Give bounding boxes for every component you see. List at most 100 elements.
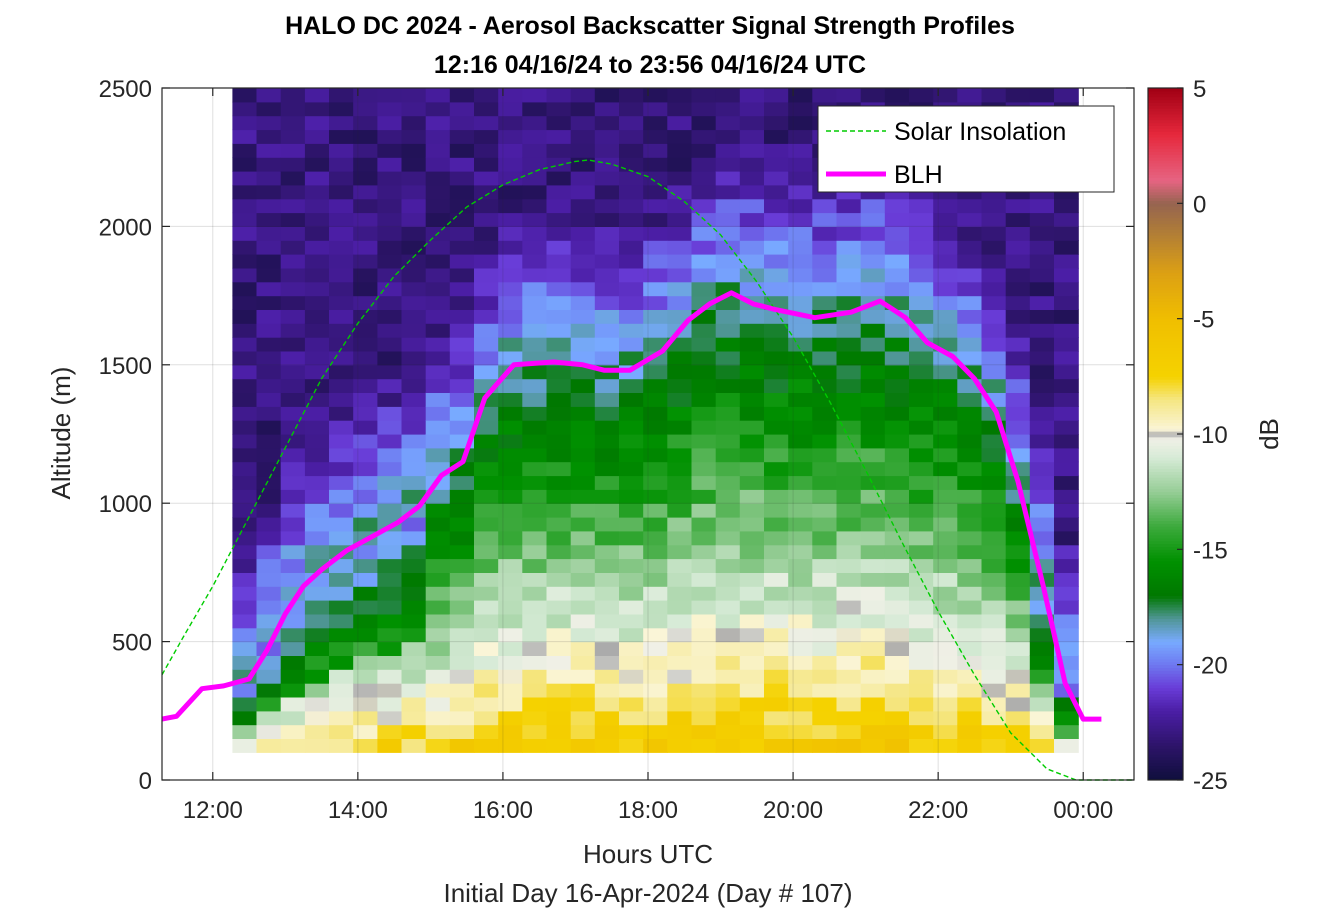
heatmap-cell — [739, 281, 765, 297]
colorbar-segment — [1148, 707, 1183, 712]
heatmap-cell — [860, 600, 886, 615]
heatmap-cell — [1054, 323, 1079, 338]
heatmap-cell — [957, 503, 983, 518]
heatmap-cell — [788, 710, 813, 726]
heatmap-cell — [232, 461, 258, 477]
heatmap-cell — [1029, 198, 1055, 214]
heatmap-cell — [836, 669, 862, 684]
heatmap-cell — [812, 420, 838, 435]
heatmap-cell — [739, 724, 765, 739]
heatmap-cell — [522, 613, 548, 629]
heatmap-cell — [860, 447, 886, 463]
colorbar-segment — [1148, 284, 1183, 288]
heatmap-cell — [401, 586, 427, 601]
colorbar-segment — [1148, 203, 1183, 207]
heatmap-cell — [256, 724, 282, 739]
heatmap-cell — [570, 710, 596, 726]
heatmap-cell — [812, 378, 838, 393]
backscatter-heatmap — [232, 88, 1079, 753]
heatmap-cell — [377, 226, 403, 241]
heatmap-cell — [353, 378, 378, 393]
heatmap-cell — [280, 309, 306, 324]
colorbar-segment — [1148, 275, 1183, 279]
heatmap-cell — [594, 240, 620, 255]
heatmap-cell — [546, 143, 572, 158]
colorbar-segment — [1148, 197, 1183, 201]
colorbar-segment — [1148, 361, 1183, 366]
colorbar-segment — [1148, 756, 1183, 761]
heatmap-cell — [401, 572, 427, 587]
colorbar-segment — [1148, 88, 1183, 92]
heatmap-cell — [570, 254, 596, 269]
colorbar-segment — [1148, 266, 1183, 271]
heatmap-cell — [643, 738, 668, 753]
colorbar-segment — [1148, 180, 1183, 184]
heatmap-cell — [594, 295, 620, 310]
heatmap-cell — [425, 683, 451, 698]
heatmap-cell — [594, 544, 620, 560]
heatmap-cell — [836, 655, 862, 670]
heatmap-cell — [957, 655, 983, 670]
heatmap-cell — [884, 420, 910, 435]
colorbar-segment — [1148, 131, 1183, 135]
heatmap-cell — [619, 295, 644, 310]
heatmap-cell — [788, 420, 813, 435]
heatmap-cell — [739, 171, 765, 186]
x-axis-label: Hours UTC — [583, 839, 713, 869]
heatmap-cell — [643, 143, 668, 158]
heatmap-cell — [401, 738, 427, 753]
heatmap-cell — [546, 115, 572, 131]
heatmap-cell — [570, 281, 596, 297]
heatmap-cell — [498, 461, 523, 477]
heatmap-cell — [715, 489, 741, 504]
heatmap-cell — [353, 613, 378, 629]
heatmap-cell — [1029, 240, 1055, 255]
heatmap-cell — [619, 309, 644, 324]
heatmap-cell — [377, 461, 403, 477]
heatmap-cell — [764, 143, 789, 158]
heatmap-cell — [619, 378, 644, 393]
heatmap-cell — [546, 337, 572, 352]
heatmap-cell — [715, 461, 741, 477]
heatmap-cell — [498, 198, 523, 214]
heatmap-cell — [1005, 267, 1031, 283]
heatmap-cell — [232, 295, 258, 310]
colorbar-segment — [1148, 488, 1183, 493]
heatmap-cell — [739, 420, 765, 435]
heatmap-cell — [643, 171, 668, 186]
heatmap-cell — [957, 392, 983, 407]
heatmap-cell — [933, 544, 958, 560]
heatmap-cell — [619, 157, 644, 172]
heatmap-cell — [280, 530, 306, 546]
heatmap-cell — [570, 683, 596, 698]
heatmap-cell — [232, 157, 258, 172]
heatmap-cell — [353, 364, 378, 380]
heatmap-cell — [474, 212, 499, 227]
heatmap-cell — [836, 378, 862, 393]
heatmap-cell — [377, 669, 403, 684]
heatmap-cell — [1005, 641, 1031, 656]
footer-label: Initial Day 16-Apr-2024 (Day # 107) — [444, 878, 853, 908]
heatmap-cell — [933, 240, 958, 255]
heatmap-cell — [401, 143, 427, 158]
heatmap-cell — [1005, 683, 1031, 698]
heatmap-cell — [425, 669, 451, 684]
heatmap-cell — [1054, 337, 1079, 352]
heatmap-cell — [474, 738, 499, 753]
colorbar-segment — [1148, 445, 1183, 449]
heatmap-cell — [957, 613, 983, 629]
heatmap-cell — [377, 627, 403, 643]
heatmap-cell — [715, 143, 741, 158]
colorbar-segment — [1148, 586, 1183, 591]
heatmap-cell — [425, 613, 451, 629]
heatmap-cell — [546, 447, 572, 463]
heatmap-cell — [498, 641, 523, 656]
heatmap-cell — [1029, 586, 1055, 601]
heatmap-cell — [1005, 558, 1031, 573]
heatmap-cell — [884, 641, 910, 656]
heatmap-cell — [232, 212, 258, 227]
heatmap-cell — [449, 115, 475, 131]
heatmap-cell — [546, 267, 572, 283]
heatmap-cell — [256, 710, 282, 726]
heatmap-cell — [981, 724, 1007, 739]
